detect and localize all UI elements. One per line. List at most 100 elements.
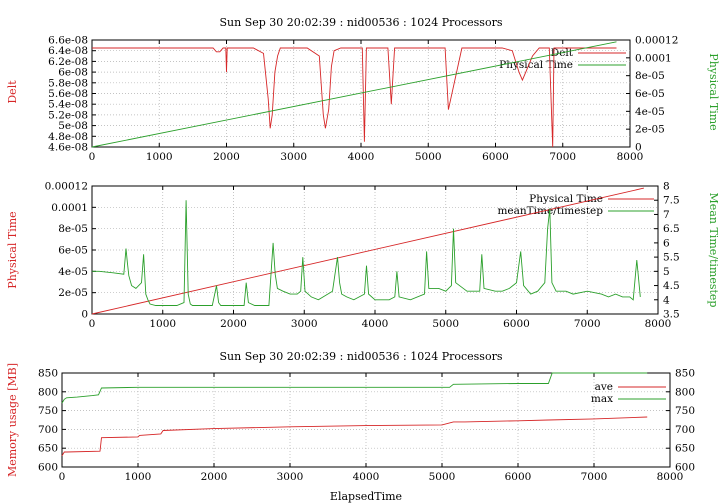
chart-2-y-tick-label: 6e-05 xyxy=(58,245,88,257)
chart-3-x-tick-label: 2000 xyxy=(201,471,228,483)
chart-1-y-tick-label: 5.4e-08 xyxy=(48,99,88,111)
chart-3-y2-tick-label: 850 xyxy=(675,368,695,380)
chart-2-y-tick-label: 8e-05 xyxy=(58,223,88,235)
chart-3-title: Sun Sep 30 20:02:39 : nid00536 : 1024 Pr… xyxy=(220,350,503,363)
chart-2-x-tick-label: 0 xyxy=(89,318,96,330)
chart-3-x-tick-label: 5000 xyxy=(429,471,456,483)
chart-3-x-tick-label: 8000 xyxy=(657,471,684,483)
chart-2-y2-tick-label: 6 xyxy=(663,237,670,249)
chart-1-y-tick-label: 6e-08 xyxy=(58,67,88,79)
chart-2-y2-tick-label: 4.5 xyxy=(663,280,680,292)
chart-1-x-tick-label: 2000 xyxy=(213,151,240,163)
chart-3-y-tick-label: 600 xyxy=(38,462,58,474)
chart-3-x-tick-label: 0 xyxy=(59,471,66,483)
chart-1-y2-tick-label: 0 xyxy=(635,142,642,154)
chart-2-x-tick-label: 1000 xyxy=(149,318,176,330)
chart-1-x-tick-label: 8000 xyxy=(617,151,644,163)
chart-3-legend-label-max: max xyxy=(591,393,613,405)
chart-1-series-line-2 xyxy=(91,41,617,148)
chart-2-x-tick-label: 8000 xyxy=(645,318,672,330)
chart-3-legend-label-ave: ave xyxy=(595,381,613,393)
chart-2-series-line-1 xyxy=(91,187,645,315)
chart-2-y-tick-label: 4e-05 xyxy=(58,266,88,278)
chart-1-y-tick-label: 6.6e-08 xyxy=(48,35,88,47)
chart-2-y2-tick-label: 8 xyxy=(663,181,670,193)
chart-3-legend: ave max xyxy=(591,381,666,405)
chart-1-y-tick-label: 5e-08 xyxy=(58,120,88,132)
chart-1-y2label: Physical Time xyxy=(707,53,720,130)
chart-1-y2-tick-label: 8e-05 xyxy=(635,70,665,82)
chart-1-x-tick-label: 4000 xyxy=(348,151,375,163)
chart-2-y2-tick-label: 5 xyxy=(663,266,670,278)
chart-panel-2: Physical Time Mean Time/timestep Physica… xyxy=(6,185,720,315)
chart-3-series-line-1 xyxy=(61,416,648,456)
chart-3-series-line-2 xyxy=(61,372,648,404)
chart-2-series-line-2 xyxy=(92,200,641,306)
chart-3-y-tick-label: 800 xyxy=(38,386,58,398)
chart-3-x-tick-label: 3000 xyxy=(277,471,304,483)
chart-1-marks: 0 1000 2000 3000 4000 5000 6000 7000 8000 4.6e-08… xyxy=(48,35,678,164)
chart-3-x-tick-label: 6000 xyxy=(505,471,532,483)
chart-2-y2-tick-label: 5.5 xyxy=(663,252,680,264)
chart-1-y-tick-label: 4.6e-08 xyxy=(48,142,88,154)
chart-1-x-tick-label: 5000 xyxy=(415,151,442,163)
chart-2-y2-tick-label: 3.5 xyxy=(663,309,680,321)
chart-2-x-tick-label: 2000 xyxy=(220,318,247,330)
chart-1-x-tick-label: 0 xyxy=(89,151,96,163)
chart-1-y-tick-label: 4.8e-08 xyxy=(48,131,88,143)
chart-2-legend: Physical Time meanTime/timestep xyxy=(497,193,654,217)
chart-1-y2-tick-label: 2e-05 xyxy=(635,124,665,136)
chart-1-x-tick-label: 1000 xyxy=(146,151,173,163)
chart-2-x-tick-label: 3000 xyxy=(291,318,318,330)
chart-2-y2-tick-label: 4 xyxy=(663,294,670,306)
chart-1-y2-tick-label: 6e-05 xyxy=(635,88,665,100)
chart-2-ylabel: Physical Time xyxy=(6,211,19,288)
chart-3-y-tick-label: 650 xyxy=(38,443,58,455)
chart-2-x-tick-label: 4000 xyxy=(362,318,389,330)
chart-2-y-tick-label: 0.00012 xyxy=(45,181,88,193)
chart-2-y2-tick-label: 6.5 xyxy=(663,223,680,235)
chart-2-x-tick-label: 5000 xyxy=(432,318,459,330)
chart-1-title: Sun Sep 30 20:02:39 : nid00536 : 1024 Pr… xyxy=(220,16,503,29)
chart-2-y2-tick-label: 7 xyxy=(663,209,670,221)
chart-1-y2-tick-label: 0.00012 xyxy=(635,35,678,47)
chart-1-y-tick-label: 5.6e-08 xyxy=(48,88,88,100)
chart-3-x-tick-label: 1000 xyxy=(125,471,152,483)
chart-2-y-tick-label: 0 xyxy=(81,309,88,321)
chart-1-x-tick-label: 6000 xyxy=(482,151,509,163)
chart-1-y-tick-label: 6.4e-08 xyxy=(48,45,88,57)
chart-1-y-tick-label: 5.2e-08 xyxy=(48,109,88,121)
chart-3-x-tick-label: 4000 xyxy=(353,471,380,483)
chart-3-y-tick-label: 850 xyxy=(38,368,58,380)
chart-3-y2-tick-label: 650 xyxy=(675,443,695,455)
chart-1-y-tick-label: 6.2e-08 xyxy=(48,56,88,68)
chart-3-y2-tick-label: 750 xyxy=(675,405,695,417)
chart-2-marks: 0 1000 2000 3000 4000 5000 6000 7000 8000 0 2e-05 4… xyxy=(45,181,680,331)
chart-1-ylabel: Delt xyxy=(6,80,19,104)
chart-3-xlabel: ElapsedTime xyxy=(330,490,402,503)
chart-3-y2-tick-label: 800 xyxy=(675,386,695,398)
chart-2-legend-label-physical-time: Physical Time xyxy=(529,193,603,205)
chart-2-x-tick-label: 7000 xyxy=(574,318,601,330)
chart-1-x-tick-label: 7000 xyxy=(549,151,576,163)
chart-3-y-tick-label: 750 xyxy=(38,405,58,417)
chart-3-x-tick-label: 7000 xyxy=(581,471,608,483)
chart-panel-3: Sun Sep 30 20:02:39 : nid00536 : 1024 Pr… xyxy=(6,350,671,503)
chart-3-y-tick-label: 700 xyxy=(38,424,58,436)
chart-1-y-tick-label: 5.8e-08 xyxy=(48,77,88,89)
chart-1-y2-tick-label: 4e-05 xyxy=(635,106,665,118)
chart-3-y2-tick-label: 700 xyxy=(675,424,695,436)
chart-3-y2-tick-label: 600 xyxy=(675,462,695,474)
chart-1-x-tick-label: 3000 xyxy=(280,151,307,163)
chart-2-y2label: Mean Time/timestep xyxy=(707,193,720,308)
chart-3-ylabel: Memory usage [MB] xyxy=(6,363,19,477)
chart-2-y-tick-label: 0.0001 xyxy=(51,202,88,214)
chart-2-y2-tick-label: 7.5 xyxy=(663,195,680,207)
chart-3-marks: 0 1000 2000 3000 4000 5000 6000 7000 80006006507… xyxy=(38,368,695,484)
chart-2-y-tick-label: 2e-05 xyxy=(58,287,88,299)
chart-2-legend-label-meantime: meanTime/timestep xyxy=(497,205,603,217)
chart-2-x-tick-label: 6000 xyxy=(503,318,530,330)
chart-1-y2-tick-label: 0.0001 xyxy=(635,52,672,64)
chart-1-series-line-1 xyxy=(92,47,617,148)
